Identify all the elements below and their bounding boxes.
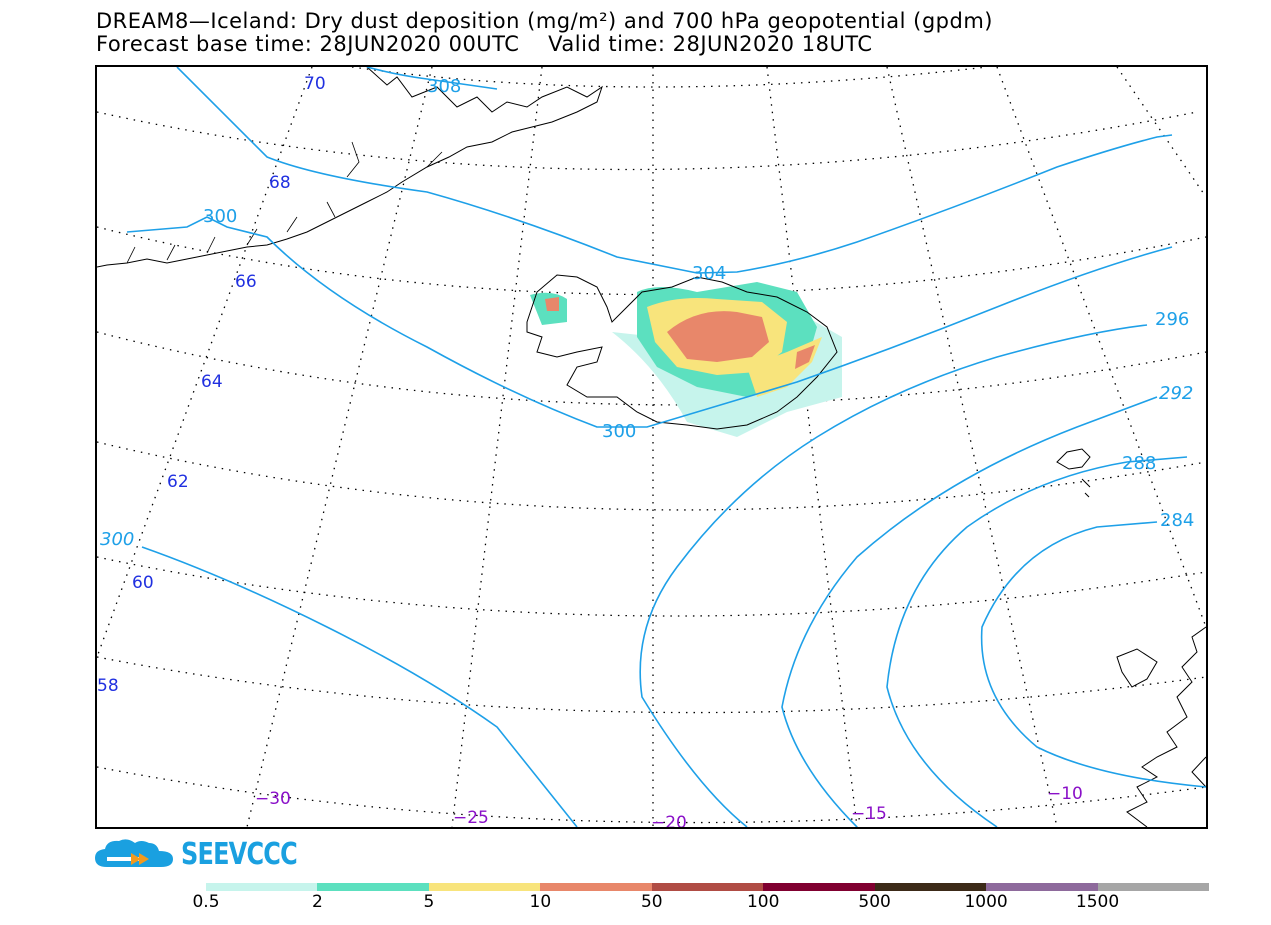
lat-line-56 [97, 766, 1206, 824]
colorbar-label: 100 [746, 892, 780, 912]
colorbar-segment [1097, 883, 1209, 891]
lon-line-10 [886, 67, 1058, 827]
contour-308 [366, 67, 498, 90]
map-subtitle: Forecast base time: 28JUN2020 00UTC Vali… [96, 32, 873, 56]
lat-label-62: 62 [167, 472, 189, 492]
contour-label-284: 284 [1160, 510, 1194, 531]
colorbar-label: 1000 [964, 892, 1008, 912]
colorbar-segment [428, 883, 541, 891]
lon-label-10: −10 [1047, 784, 1083, 804]
colorbar-label: 10 [529, 892, 552, 912]
contour-label-288: 288 [1122, 453, 1156, 474]
lon-label-30: −30 [255, 789, 291, 809]
longitude-label-group: −30 −25 −20 −15 −10 [255, 784, 1083, 827]
colorbar-label: 5 [423, 892, 435, 912]
lat-label-68: 68 [269, 173, 291, 193]
colorbar-segment [206, 883, 318, 891]
colorbar-segment [317, 883, 429, 891]
lat-label-58: 58 [97, 676, 119, 696]
logo-text: SEEVCCC [181, 836, 298, 872]
dust-band-westfjords-core [545, 297, 559, 311]
colorbar-segment [763, 883, 875, 891]
colorbar-segment [540, 883, 652, 891]
contour-label-300-sw: 300 [100, 529, 134, 550]
colorbar-label: 1500 [1075, 892, 1120, 912]
cloud-icon [95, 839, 173, 867]
colorbar-label: 0.5 [192, 892, 220, 912]
seevccc-logo: SEEVCCC [93, 836, 326, 872]
lon-line-15 [766, 67, 858, 827]
greenland-coastline [97, 67, 603, 268]
contour-304 [176, 67, 1173, 274]
lat-label-60: 60 [132, 573, 154, 593]
dust-deposition-field [530, 282, 842, 437]
dust-band-10 [667, 311, 769, 362]
lat-label-70: 70 [304, 74, 326, 94]
colorbar-label: 2 [312, 892, 323, 912]
contour-label-292: 292 [1159, 383, 1193, 404]
lon-label-15: −15 [851, 804, 887, 824]
contour-288 [886, 456, 1188, 827]
map-panel: 308 300 304 300 300 296 292 288 284 70 6… [95, 65, 1208, 829]
contour-300-north [126, 216, 1173, 428]
colorbar-segment [986, 883, 1098, 891]
geopotential-contours [126, 67, 1206, 827]
lon-label-25: −25 [453, 808, 489, 827]
contour-292 [781, 396, 1158, 827]
colorbar-segment [651, 883, 764, 891]
lat-line-64 [97, 331, 1206, 406]
colorbar-label: 500 [858, 892, 891, 912]
latitude-lines [97, 67, 1206, 824]
lat-line-58 [97, 656, 1206, 714]
colorbar-segment [874, 883, 987, 891]
dust-band-southeast-core [795, 345, 815, 369]
lat-line-66 [97, 226, 1206, 296]
contour-label-308: 308 [427, 76, 461, 97]
faroe-islands [1056, 448, 1091, 498]
lon-line-30 [246, 67, 433, 827]
contour-284 [980, 521, 1206, 788]
colorbar-label: 50 [640, 892, 663, 912]
contour-label-296: 296 [1155, 309, 1189, 330]
scotland-coastline [1116, 626, 1206, 827]
lat-line-68 [97, 111, 1198, 171]
lat-label-64: 64 [201, 372, 223, 392]
iceland-coastline [526, 274, 838, 430]
map-title: DREAM8—Iceland: Dry dust deposition (mg/… [96, 9, 993, 33]
lat-line-62 [97, 441, 1206, 511]
longitude-lines [97, 67, 1206, 827]
colorbar [206, 883, 1209, 891]
contour-label-300-center: 300 [602, 421, 636, 442]
contour-300-south [141, 546, 578, 827]
contour-label-group: 308 300 304 300 300 296 292 288 284 [100, 76, 1194, 550]
lon-line-35 [97, 67, 313, 658]
contour-label-304: 304 [692, 263, 726, 284]
map-canvas: 308 300 304 300 300 296 292 288 284 70 6… [97, 67, 1206, 827]
lon-line-25 [451, 67, 543, 827]
latitude-label-group: 70 68 66 64 62 60 58 [97, 74, 326, 696]
greenland-fjords [126, 141, 443, 264]
lon-line-0 [1116, 67, 1206, 198]
lat-label-66: 66 [235, 272, 257, 292]
lon-line-5 [996, 67, 1206, 628]
lon-label-20: −20 [651, 813, 687, 827]
contour-296 [639, 324, 1148, 827]
contour-label-300-nw: 300 [203, 206, 237, 227]
lat-line-60 [97, 556, 1206, 617]
